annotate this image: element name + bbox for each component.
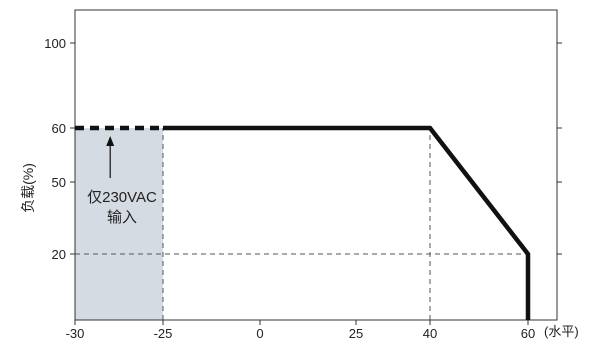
- x-tick-label-5: 60: [521, 326, 535, 341]
- x-tick-label-4: 40: [423, 326, 437, 341]
- plot-frame: [74, 9, 558, 321]
- x-tick-label-0: -30: [66, 326, 85, 341]
- x-tick-label-3: 25: [349, 326, 363, 341]
- annotation-text-line-1: 输入: [107, 209, 137, 226]
- x-tick-label-2: 0: [256, 326, 263, 341]
- annotation-text-line-0: 仅230VAC: [87, 189, 157, 206]
- y-axis-label: 负载(%): [20, 163, 36, 213]
- annotation-arrow-head: [106, 136, 115, 146]
- series-line-0: [163, 125, 531, 320]
- y-tick-label-1: 50: [52, 175, 66, 190]
- y-tick-label-0: 20: [52, 247, 66, 262]
- y-tick-label-3: 100: [44, 36, 66, 51]
- x-axis-unit-label: (水平): [544, 324, 579, 339]
- x-tick-label-1: -25: [154, 326, 173, 341]
- shaded-region: [75, 128, 163, 320]
- y-tick-label-2: 60: [52, 121, 66, 136]
